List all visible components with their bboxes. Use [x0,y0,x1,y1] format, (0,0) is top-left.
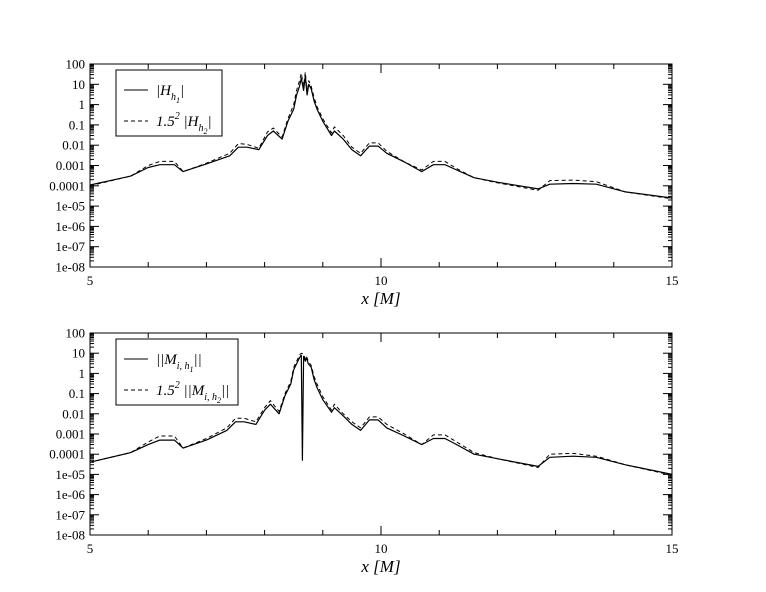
x-tick-label: 10 [375,273,388,288]
series-line-solid [89,75,673,199]
y-tick-label: 1e-07 [55,239,85,254]
legend-sup: 2 [175,380,180,391]
x-tick-labels: 5 10 15 [87,541,679,556]
legend-sub: h [198,123,203,134]
series-line-dashed [89,71,673,200]
y-tick-label: 1e-05 [55,199,85,214]
series-group [89,352,673,476]
y-tick-label: 10 [72,77,85,92]
y-tick-label: 0.001 [56,427,85,442]
legend-box [115,69,223,137]
series-line-dashed [89,352,673,476]
legend-sub: i, h [204,392,217,403]
legend-prefix: 1.5 [156,383,175,399]
x-ticks [89,333,673,535]
chart-bottom: 100 10 1 0.1 0.01 0.001 0.0001 1e-05 1e-06 1e-07 1… [49,326,678,577]
legend-symbol: ||M [180,383,206,399]
legend-entry-text: 1.52 |Hh2| [156,111,212,136]
x-tick-label: 15 [666,273,679,288]
y-tick-label: 100 [66,57,86,72]
legend-sub: i, h [177,361,190,372]
legend-box [115,338,239,406]
y-ticks [90,63,672,268]
y-tick-label: 0.001 [56,158,85,173]
legend-close: || [221,383,229,399]
legend-subsub: 1 [176,96,180,105]
legend-close: | [180,83,184,99]
x-tick-labels: 5 10 15 [87,273,679,288]
legend-entry-text: ||Mi, h1|| [156,352,202,374]
x-axis-title: x [M] [360,557,400,576]
x-tick-label: 15 [666,541,679,556]
y-tick-label: 0.01 [62,406,85,421]
legend-close: || [194,352,202,368]
legend-subsub: 2 [217,396,221,405]
x-ticks [89,64,673,267]
y-tick-label: 0.1 [69,117,85,132]
x-tick-label: 5 [87,273,94,288]
legend-symbol: |H [180,114,200,130]
y-tick-label: 1e-07 [55,507,85,522]
legend-entry-text: |Hh1| [156,83,184,105]
x-tick-label: 5 [87,541,94,556]
legend: |Hh1|1.52 |Hh2| [115,69,223,137]
chart-top: 100 10 1 0.1 0.01 0.001 0.0001 1e-05 1e-06 1e-07 1… [49,57,678,309]
series-line-solid [89,354,673,475]
legend-subsub: 1 [190,365,194,374]
x-tick-label: 10 [375,541,388,556]
legend-symbol: ||M [156,352,178,368]
legend-close: | [207,114,211,130]
y-tick-labels: 100 10 1 0.1 0.01 0.001 0.0001 1e-05 1e-06 1e-07 1… [49,57,85,275]
legend-sup: 2 [175,111,180,122]
y-tick-label: 0.01 [62,138,85,153]
legend: ||Mi, h1||1.52 ||Mi, h2|| [115,338,239,406]
y-tick-label: 1e-08 [55,528,85,543]
y-tick-label: 10 [72,346,85,361]
y-tick-label: 0.1 [69,386,85,401]
legend-sub: h [171,92,176,103]
legend-subsub: 2 [203,127,207,136]
y-tick-label: 1e-06 [55,487,85,502]
y-tick-label: 100 [66,326,86,341]
y-tick-label: 1 [79,366,86,381]
y-tick-label: 0.0001 [49,178,85,193]
series-group [89,71,673,200]
y-tick-label: 1e-08 [55,260,85,275]
y-tick-label: 1e-06 [55,219,85,234]
y-tick-label: 1 [79,97,86,112]
legend-entry-text: 1.52 ||Mi, h2|| [156,380,229,405]
legend-prefix: 1.5 [156,114,175,130]
y-tick-label: 0.0001 [49,447,85,462]
y-tick-label: 1e-05 [55,467,85,482]
y-tick-labels: 100 10 1 0.1 0.01 0.001 0.0001 1e-05 1e-06 1e-07 1… [49,326,85,543]
x-axis-title: x [M] [360,289,400,308]
y-ticks [90,332,672,536]
legend-symbol: |H [156,83,172,99]
